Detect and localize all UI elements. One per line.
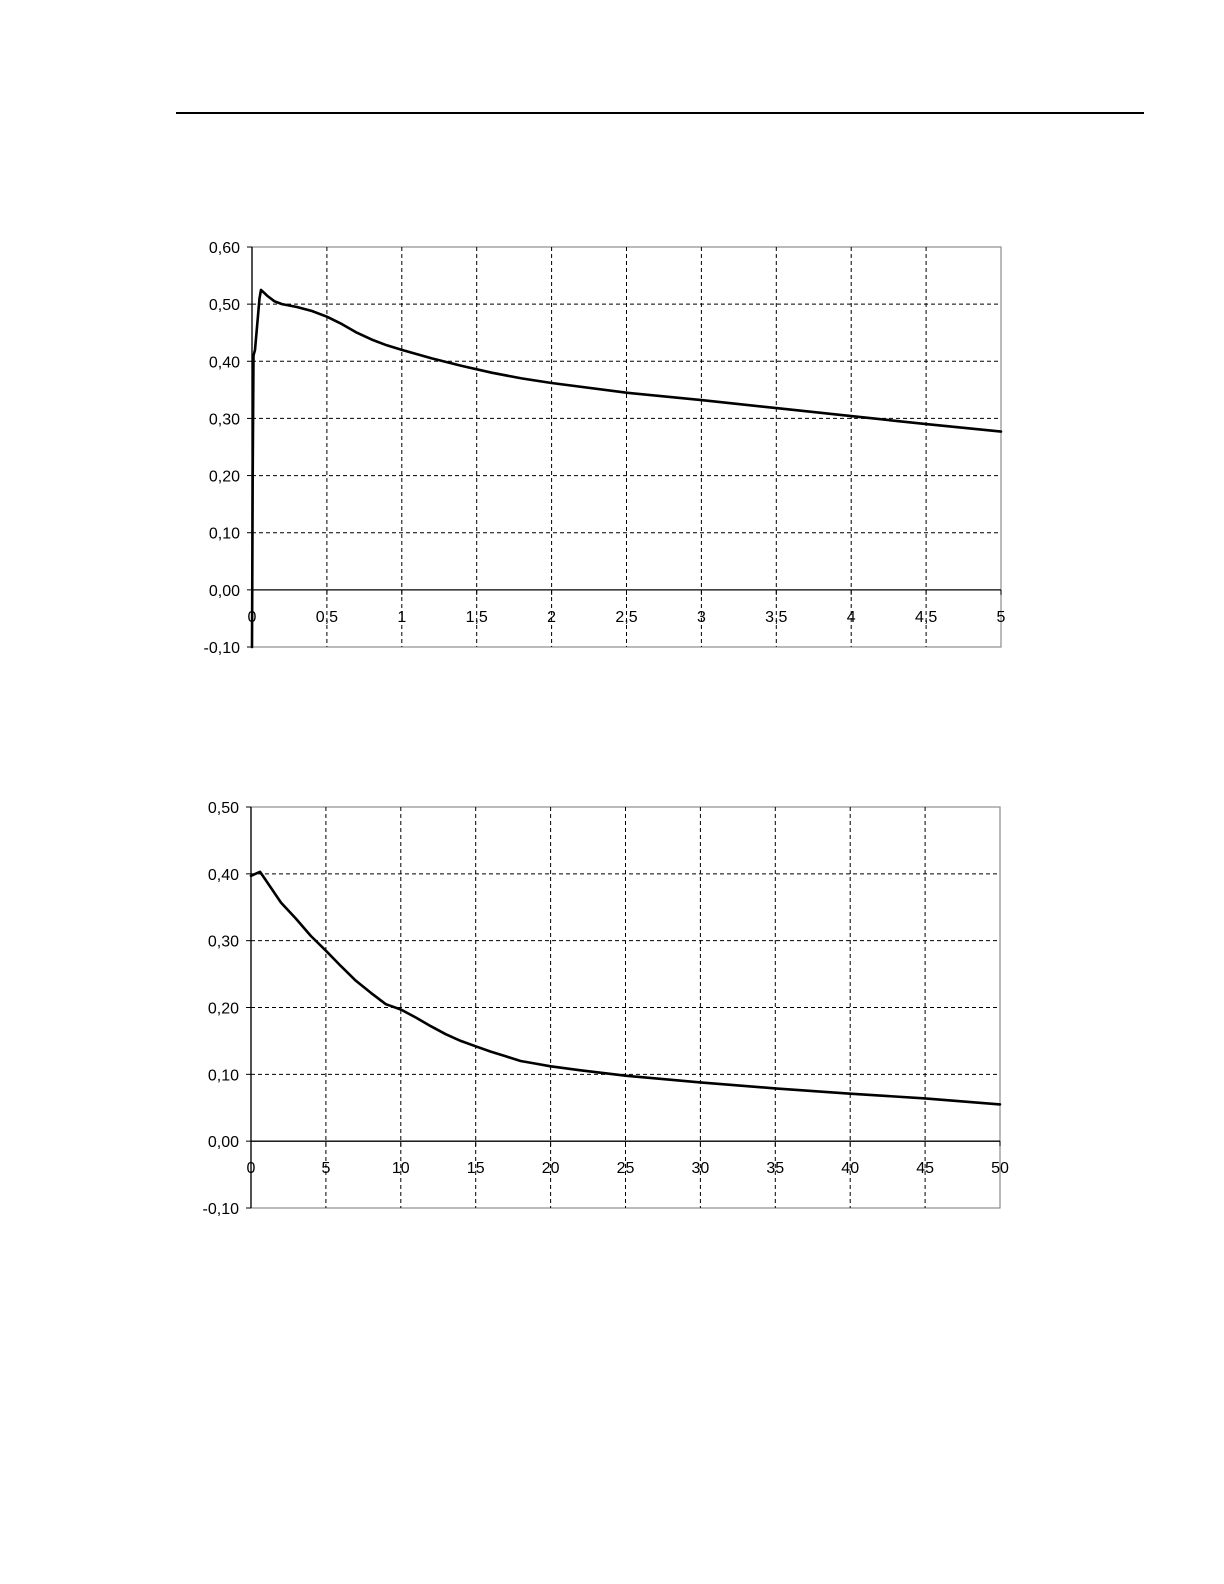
chart-top-y-tick-label: -0,10 bbox=[204, 640, 241, 657]
chart-top-x-tick-label: 3,5 bbox=[765, 609, 787, 626]
chart-top-x-tick-label: 2,5 bbox=[615, 609, 637, 626]
chart-bottom-x-tick-label: 45 bbox=[916, 1160, 934, 1177]
chart-top-y-tick-label: 0,20 bbox=[209, 469, 240, 486]
chart-bottom-y-tick-label: 0,10 bbox=[208, 1067, 239, 1084]
chart-top-y-tick-label: 0,60 bbox=[209, 240, 240, 257]
chart-top-svg: -0,100,000,100,200,300,400,500,600 0,5 1 1,… bbox=[204, 240, 1006, 657]
chart-bottom-y-tick-label: 0,30 bbox=[208, 934, 239, 951]
chart-bottom-y-tick-label: 0,40 bbox=[208, 867, 239, 884]
chart-bottom-x-tick-label: 20 bbox=[542, 1160, 560, 1177]
chart-bottom-x-tick-label: 0 bbox=[247, 1160, 256, 1177]
chart-top-y-tick-label: 0,50 bbox=[209, 297, 240, 314]
chart-bottom-series-line bbox=[249, 870, 1002, 1106]
chart-top: -0,10 0,00 0,10 0,20 0,30 0,40 0,50 0,60 0 0,5 1 1,… bbox=[0, 0, 1224, 700]
chart-bottom-x-tick-label: 50 bbox=[991, 1160, 1009, 1177]
chart-top-x-tick-label: 3 bbox=[697, 609, 706, 626]
chart-top-series-line bbox=[250, 288, 1003, 649]
chart-top-x-tick-label: 5 bbox=[997, 609, 1006, 626]
chart-bottom-x-tick-label: 10 bbox=[392, 1160, 410, 1177]
chart-top-y-tick-label: 0,30 bbox=[209, 411, 240, 428]
chart-top-y-tick-label: 0,00 bbox=[209, 583, 240, 600]
chart-bottom-x-tick-label: 5 bbox=[321, 1160, 330, 1177]
chart-top-x-tick-label: 0,5 bbox=[316, 609, 338, 626]
chart-bottom-y-tick-label: 0,50 bbox=[208, 800, 239, 817]
chart-top-x-tick-label: 1,5 bbox=[466, 609, 488, 626]
chart-bottom-y-tick-label: 0,20 bbox=[208, 1001, 239, 1018]
chart-bottom-x-tick-label: 40 bbox=[841, 1160, 859, 1177]
chart-top-y-tick-label: 0,10 bbox=[209, 526, 240, 543]
chart-bottom-x-tick-label: 25 bbox=[617, 1160, 635, 1177]
chart-bottom-y-tick-label: -0,10 bbox=[203, 1201, 240, 1218]
chart-bottom-x-tick-label: 35 bbox=[766, 1160, 784, 1177]
header-rule bbox=[176, 112, 1144, 114]
chart-top-y-tick-label: 0,40 bbox=[209, 354, 240, 371]
chart-top-x-tick-label: 2 bbox=[547, 609, 556, 626]
chart-bottom-x-tick-label: 15 bbox=[467, 1160, 485, 1177]
chart-bottom-x-tick-label: 30 bbox=[692, 1160, 710, 1177]
chart-top-x-tick-label: 1 bbox=[397, 609, 406, 626]
chart-top-x-tick-label: 4 bbox=[847, 609, 856, 626]
chart-top-x-tick-label: 4,5 bbox=[915, 609, 937, 626]
chart-bottom-y-tick-label: 0,00 bbox=[208, 1134, 239, 1151]
